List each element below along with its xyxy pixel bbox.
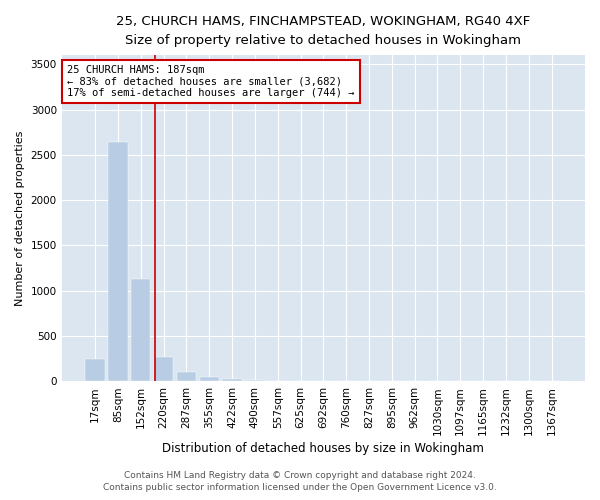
Bar <box>131 279 151 382</box>
Title: 25, CHURCH HAMS, FINCHAMPSTEAD, WOKINGHAM, RG40 4XF
Size of property relative to: 25, CHURCH HAMS, FINCHAMPSTEAD, WOKINGHA… <box>116 15 530 47</box>
Bar <box>154 358 173 382</box>
Text: 25 CHURCH HAMS: 187sqm
← 83% of detached houses are smaller (3,682)
17% of semi-: 25 CHURCH HAMS: 187sqm ← 83% of detached… <box>67 65 355 98</box>
Bar <box>245 380 265 382</box>
Text: Contains HM Land Registry data © Crown copyright and database right 2024.
Contai: Contains HM Land Registry data © Crown c… <box>103 471 497 492</box>
Bar <box>177 372 196 382</box>
Bar <box>223 379 242 382</box>
Bar <box>200 377 219 382</box>
Bar <box>85 359 105 382</box>
Y-axis label: Number of detached properties: Number of detached properties <box>15 130 25 306</box>
X-axis label: Distribution of detached houses by size in Wokingham: Distribution of detached houses by size … <box>163 442 484 455</box>
Bar <box>108 142 128 382</box>
